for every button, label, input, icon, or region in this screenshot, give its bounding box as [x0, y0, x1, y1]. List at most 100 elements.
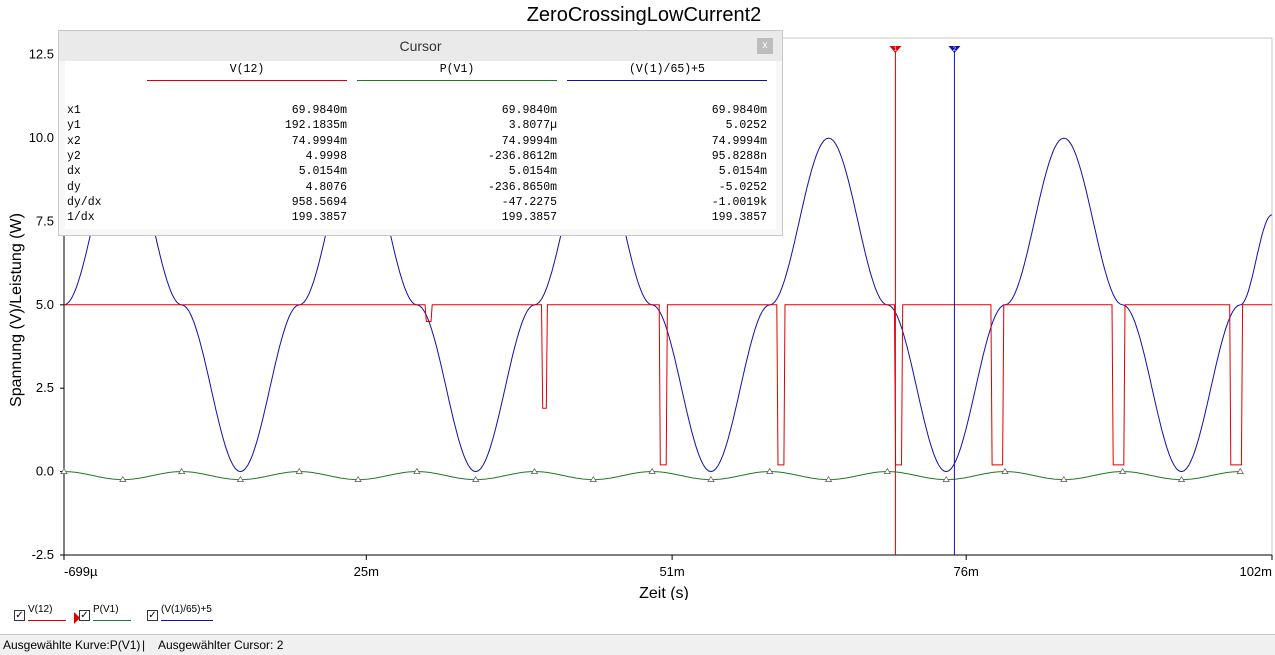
cursor-value-cell: 69.9840m	[501, 104, 557, 117]
cursor-row-label: x1	[67, 104, 81, 117]
close-icon[interactable]: x	[757, 38, 773, 54]
legend: ✓ V(12) ✓ P(V1) ✓ (V(1)/65)+5	[0, 600, 1275, 630]
cursor-value-cell: 69.9840m	[291, 104, 347, 117]
legend-checkbox[interactable]: ✓	[147, 610, 158, 621]
point-marker-pv1	[413, 467, 421, 474]
cursor-value-cell: 4.9998	[305, 149, 347, 163]
selected-cursor-status: Ausgewählter Cursor: 2	[158, 638, 284, 652]
cursor-row-label: dy/dx	[67, 195, 102, 209]
point-marker-pv1	[766, 467, 774, 474]
legend-item[interactable]: ✓ (V(1)/65)+5	[147, 604, 217, 628]
chart-title: ZeroCrossingLowCurrent2	[527, 4, 762, 26]
cursor-column-header: V(12)	[229, 63, 265, 76]
y-tick-label: 2.5	[36, 380, 54, 395]
point-marker-pv1	[707, 475, 715, 482]
x-tick-label: 51m	[659, 564, 684, 579]
plot-series	[60, 137, 1273, 482]
status-bar: Ausgewählte Kurve:P(V1) | Ausgewählter C…	[0, 634, 1275, 655]
cursor-value-cell: 74.9994m	[501, 134, 557, 148]
cursor-value-cell: 5.0154m	[718, 165, 767, 179]
point-marker-pv1	[1001, 467, 1009, 474]
legend-label: V(12)	[28, 604, 53, 615]
cursor-row-label: y2	[67, 149, 81, 163]
point-marker-pv1	[119, 475, 127, 482]
y-tick-label: 12.5	[29, 47, 54, 62]
cursor-value-cell: 74.9994m	[711, 134, 767, 148]
legend-checkbox[interactable]: ✓	[14, 610, 25, 621]
legend-checkbox[interactable]: ✓	[79, 610, 90, 621]
cursor-value-cell: -47.2275	[501, 195, 557, 209]
point-marker-pv1	[236, 475, 245, 482]
series-line-v12	[64, 304, 1272, 466]
y-axis-label: Spannung (V)/Leistung (W)	[8, 213, 25, 407]
legend-item[interactable]: ✓ P(V1)	[79, 604, 149, 628]
cursor-row-label: 1/dx	[67, 211, 95, 225]
x-tick-label: -699µ	[64, 564, 98, 579]
cursor-value-cell: 192.1835m	[284, 119, 347, 133]
y-tick-label: -2.5	[32, 547, 54, 562]
legend-swatch	[161, 620, 213, 621]
legend-swatch	[93, 620, 131, 621]
point-marker-pv1	[824, 475, 833, 482]
cursor-value-cell: 95.8288n	[711, 149, 767, 163]
plot-axes: -2.5 0.0 2.5 5.0 7.5 10.0 12.5 -699µ 25m 51m 76m 10…	[29, 37, 1273, 579]
cursor-row-label: dy	[67, 180, 81, 194]
legend-label: P(V1)	[93, 604, 119, 615]
cursor-window-title[interactable]: Cursor	[59, 31, 782, 61]
legend-item[interactable]: ✓ V(12)	[14, 604, 84, 628]
cursor-value-cell: 69.9840m	[711, 104, 767, 117]
cursor-row-label: y1	[67, 119, 81, 133]
cursor-row-label: x2	[67, 134, 81, 148]
cursor-value-cell: 199.3857	[291, 211, 347, 225]
point-marker-pv1	[530, 467, 539, 474]
cursor-value-cell: 5.0154m	[298, 165, 347, 179]
cursor-value-cell: -5.0252	[718, 180, 767, 194]
status-separator: |	[142, 638, 146, 652]
series-line-v1-scaled	[63, 137, 1273, 473]
cursor-value-cell: 3.8077µ	[508, 119, 557, 133]
cursor-value-cell: 4.8076	[305, 180, 347, 194]
chart-svg: ZeroCrossingLowCurrent2 -2.5 0.0 2.5 5.0 7.5…	[8, 4, 1273, 600]
point-marker-pv1	[589, 475, 597, 482]
cursor-column-swatch	[567, 80, 767, 81]
cursor-column-swatch	[147, 80, 347, 81]
point-marker-pv1	[60, 467, 68, 474]
point-marker-pv1	[354, 475, 362, 482]
cursor-column-header: P(V1)	[439, 63, 475, 76]
cursor-window[interactable]: Cursor x V(12) P(V1) (V(1)/65)+5 x1 69.9840m…	[58, 30, 783, 236]
cursor-handle-label: 2	[953, 47, 957, 53]
cursor-value-cell: 958.5694	[291, 195, 347, 209]
cursor-value-cell: -236.8612m	[487, 149, 557, 163]
point-marker-pv1	[178, 467, 186, 474]
cursor-column-swatch	[357, 80, 557, 81]
legend-label: (V(1)/65)+5	[161, 604, 212, 615]
cursor-table: V(12) P(V1) (V(1)/65)+5 x1 69.9840m 69.9840m 6…	[65, 61, 776, 229]
cursor-value-cell: -1.0019k	[711, 195, 767, 209]
point-marker-pv1	[942, 475, 950, 482]
cursor-value-cell: -236.8650m	[487, 180, 557, 194]
cursor-value-cell: 199.3857	[711, 211, 767, 225]
y-tick-label: 7.5	[36, 213, 54, 228]
point-marker-pv1	[1236, 467, 1244, 474]
cursor-handle-label: 1	[894, 47, 898, 53]
point-marker-pv1	[883, 467, 891, 474]
point-marker-pv1	[1177, 475, 1186, 482]
point-marker-pv1	[1119, 467, 1127, 474]
selected-curve-marker	[74, 612, 80, 624]
cursor-value-cell: 5.0252	[725, 119, 767, 133]
cursor-handle-1[interactable]	[889, 46, 902, 53]
point-marker-pv1	[1060, 475, 1068, 482]
x-tick-label: 76m	[954, 564, 979, 579]
cursor-value-cell: 199.3857	[501, 211, 557, 225]
y-tick-label: 0.0	[36, 464, 54, 479]
cursor-value-cell: 5.0154m	[508, 165, 557, 179]
cursor-handle-2[interactable]	[948, 46, 961, 53]
selected-curve-status: Ausgewählte Kurve:P(V1)	[3, 638, 141, 652]
y-tick-label: 10.0	[29, 130, 54, 145]
cursor-value-cell: 74.9994m	[291, 134, 347, 148]
point-marker-pv1	[295, 467, 303, 474]
x-tick-label: 25m	[354, 564, 379, 579]
y-tick-label: 5.0	[36, 297, 54, 312]
x-axis-label: Zeit (s)	[639, 585, 689, 600]
